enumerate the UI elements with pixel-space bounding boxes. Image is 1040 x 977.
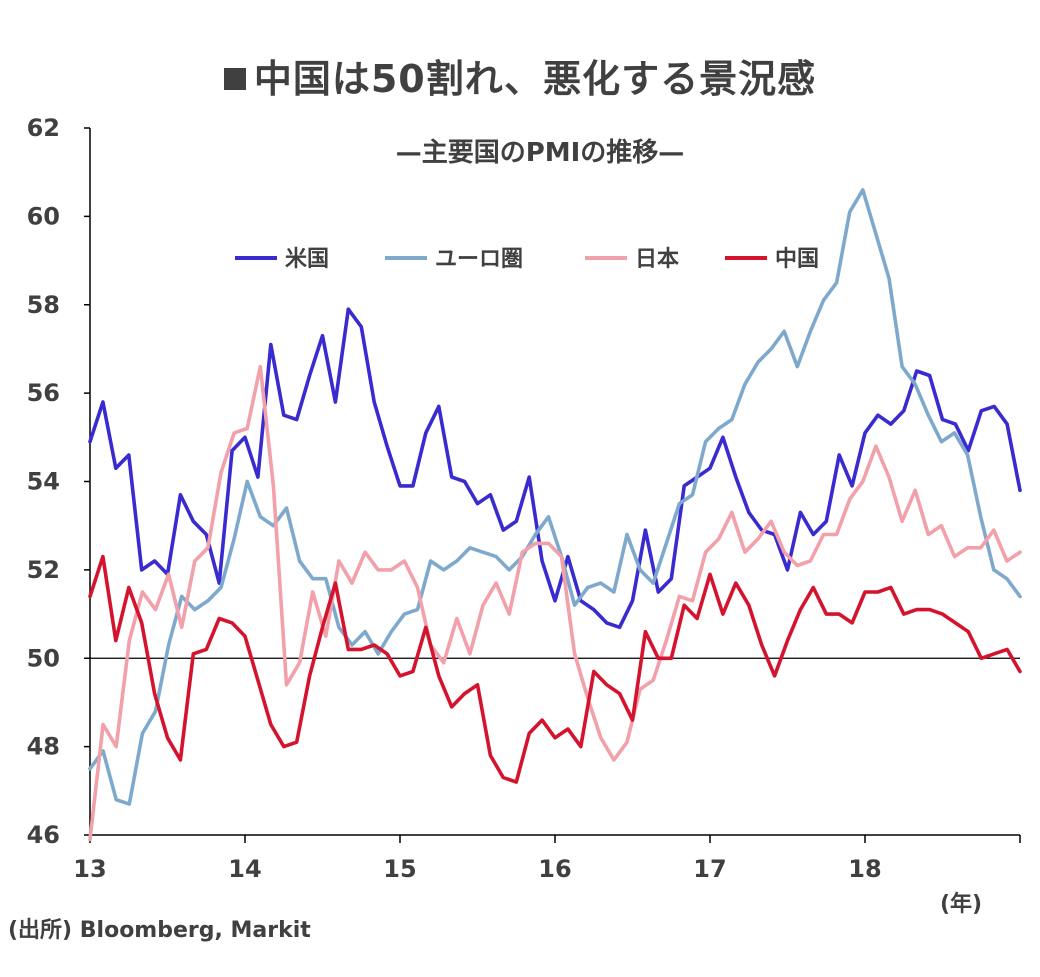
x-tick-label: 18	[848, 855, 881, 883]
y-tick-label: 48	[27, 733, 60, 761]
square-bullet-icon	[223, 68, 246, 90]
source-note: (出所) Bloomberg, Markit	[8, 918, 311, 943]
legend-label: ユーロ圏	[435, 247, 523, 272]
series-line-ユーロ圏	[88, 188, 1022, 806]
y-tick-label: 60	[27, 202, 60, 230]
y-tick-label: 58	[27, 291, 60, 319]
series-line-日本	[88, 364, 1022, 842]
y-tick-label: 54	[27, 468, 60, 496]
legend-label: 米国	[285, 247, 329, 272]
y-tick-label: 62	[27, 114, 60, 142]
x-tick-label: 17	[693, 855, 726, 883]
chart-title-text: 中国は50割れ、悪化する景況感	[253, 57, 817, 101]
legend-label: 日本	[635, 247, 679, 272]
legend-label: 中国	[775, 247, 819, 272]
x-tick-label: 15	[383, 855, 416, 883]
x-tick-label: 16	[538, 855, 571, 883]
series-line-米国	[88, 307, 1022, 630]
x-tick-label: 13	[73, 855, 106, 883]
chart-subtitle: —主要国のPMIの推移—	[395, 138, 685, 168]
x-axis-unit: (年)	[940, 892, 983, 917]
y-tick-label: 46	[27, 821, 60, 849]
series-line-中国	[88, 554, 1022, 784]
x-tick-label: 14	[228, 855, 261, 883]
y-tick-label: 50	[27, 644, 60, 672]
y-tick-label: 52	[27, 556, 60, 584]
chart-title: 中国は50割れ、悪化する景況感	[0, 48, 1040, 103]
y-tick-label: 56	[27, 379, 60, 407]
